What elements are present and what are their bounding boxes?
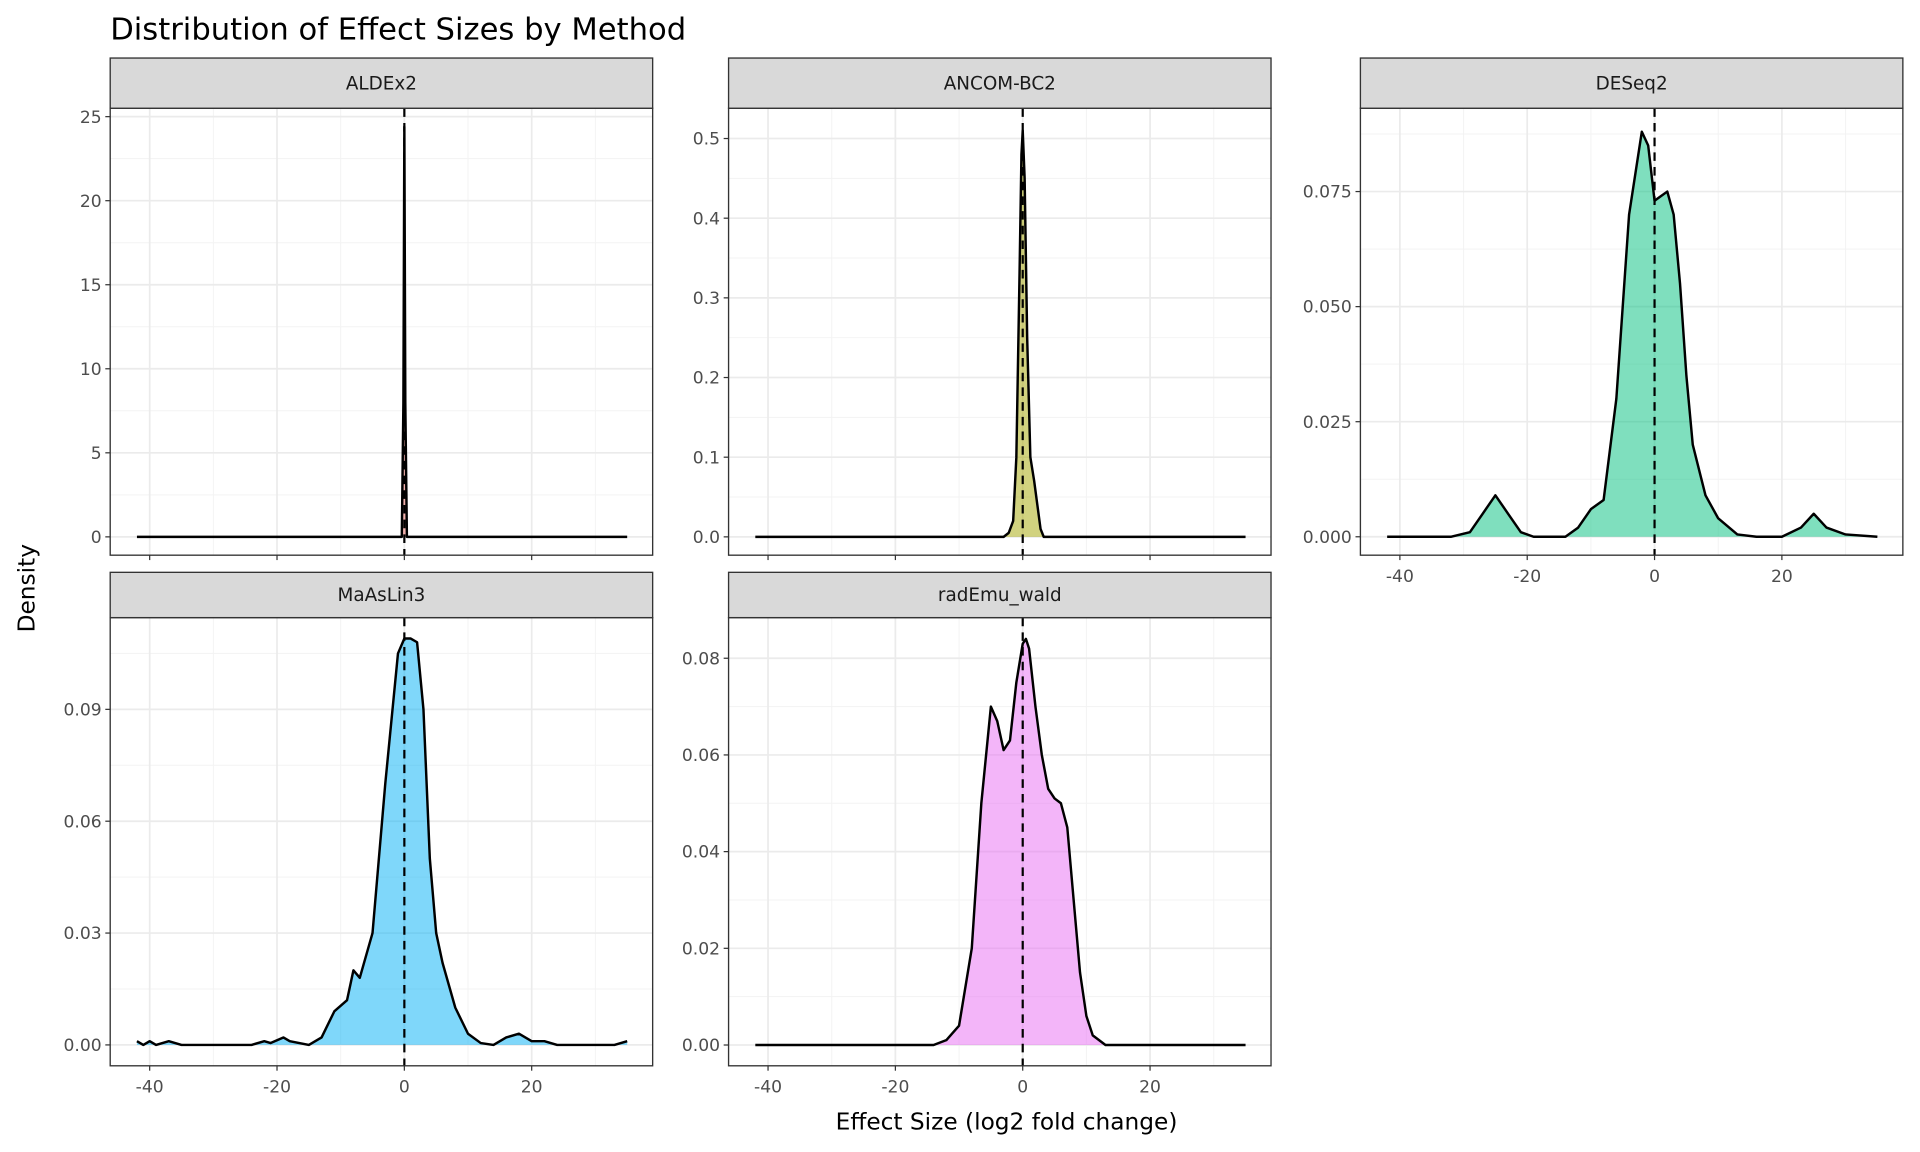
y-tick-label: 0.00	[682, 1036, 720, 1056]
x-tick-label: -20	[1513, 567, 1541, 587]
density-area	[1387, 131, 1878, 537]
y-axis-label: Density	[13, 544, 40, 633]
density-line	[136, 637, 628, 1047]
y-tick-label: 0.06	[63, 812, 101, 832]
y-tick-label: 0.075	[1303, 183, 1352, 203]
x-tick-label: 20	[521, 1078, 543, 1098]
x-tick-label: -20	[881, 1078, 909, 1098]
strip-label: ANCOM-BC2	[944, 73, 1056, 94]
y-tick-label: 0.09	[63, 700, 101, 720]
strip-background	[727, 57, 1272, 109]
y-tick-label: 0.00	[63, 1036, 101, 1056]
y-tick-label: 0	[91, 528, 102, 548]
panel-maaslin3: MaAsLin3 0.00 0.03 0.06 0.09 -40 -20 0 20	[63, 571, 654, 1098]
y-tick-label: 0.0	[693, 528, 720, 548]
x-tick-label: -40	[1386, 567, 1414, 587]
y-tick-label: 0.1	[693, 448, 720, 468]
y-tick-label: 0.5	[693, 130, 720, 150]
y-tick-label: 0.025	[1303, 413, 1352, 433]
density-line	[755, 637, 1246, 1047]
y-tick-label: 20	[80, 192, 102, 212]
strip-label: ALDEx2	[346, 73, 417, 94]
density-area	[136, 638, 628, 1045]
y-tick-label: 10	[80, 360, 102, 380]
y-tick-label: 0.000	[1303, 528, 1352, 548]
y-tick-label: 0.4	[693, 209, 720, 229]
density-area	[755, 638, 1246, 1046]
strip-background	[1359, 57, 1904, 109]
x-tick-label: 20	[1139, 1078, 1161, 1098]
x-tick-label: 0	[399, 1078, 410, 1098]
x-tick-label: -40	[136, 1078, 164, 1098]
y-tick-label: 0.08	[682, 649, 720, 669]
y-tick-label: 0.04	[682, 843, 720, 863]
strip-label: DESeq2	[1596, 73, 1668, 94]
y-tick-label: 0.2	[693, 369, 720, 389]
y-tick-label: 0.02	[682, 939, 720, 959]
y-tick-label: 5	[91, 444, 102, 464]
strip-background	[109, 571, 654, 619]
x-tick-label: -20	[263, 1078, 291, 1098]
y-tick-label: 0.06	[682, 746, 720, 766]
y-tick-label: 0.3	[693, 289, 720, 309]
x-tick-label: -40	[754, 1078, 782, 1098]
y-tick-label: 0.050	[1303, 298, 1352, 318]
panel-rademu-wald: radEmu_wald 0.00 0.02 0.04 0.06 0.08 -40 -20 0 20	[682, 571, 1272, 1098]
x-axis-label: Effect Size (log2 fold change)	[836, 1108, 1178, 1135]
x-tick-label: 20	[1771, 567, 1793, 587]
plot-background	[110, 108, 653, 556]
plot-background	[728, 108, 1272, 556]
panel-ancom-bc2: ANCOM-BC2 0.0 0.1 0.2 0.3 0.4 0.5	[693, 57, 1272, 561]
x-tick-label: 0	[1649, 567, 1660, 587]
y-tick-label: 0.03	[63, 924, 101, 944]
chart-title: Distribution of Effect Sizes by Method	[110, 13, 686, 48]
strip-label: MaAsLin3	[337, 585, 425, 606]
panel-deseq2: DESeq2 0.000 0.025 0.050 0.075 -40 -20 0 20	[1303, 57, 1904, 587]
y-tick-label: 15	[80, 276, 102, 296]
strip-background	[109, 57, 654, 109]
y-tick-label: 25	[80, 108, 102, 128]
strip-label: radEmu_wald	[938, 585, 1062, 606]
strip-background	[727, 571, 1272, 619]
x-tick-label: 0	[1017, 1078, 1028, 1098]
panel-aldex2: ALDEx2 0 5 10 15 20 25	[80, 57, 654, 561]
